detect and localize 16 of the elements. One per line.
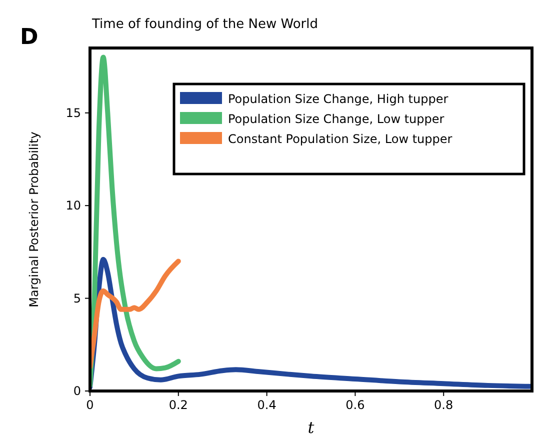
- x-tick-label: 0.4: [257, 398, 276, 412]
- chart-title: Time of founding of the New World: [91, 17, 318, 32]
- legend-label: Population Size Change, Low tupper: [228, 112, 444, 126]
- x-axis-title: t: [308, 418, 315, 437]
- legend-label: Constant Population Size, Low tupper: [228, 132, 452, 146]
- x-tick-label: 0: [86, 398, 94, 412]
- y-axis-title: Marginal Posterior Probability: [27, 132, 41, 308]
- legend-label: Population Size Change, High tupper: [228, 92, 448, 106]
- x-tick-label: 0.8: [434, 398, 454, 412]
- x-tick-label: 0.6: [346, 398, 365, 412]
- y-tick-label: 10: [66, 198, 81, 213]
- y-tick-label: 0: [73, 384, 81, 398]
- y-tick-label: 5: [73, 291, 81, 306]
- x-tick-label: 0.2: [168, 398, 188, 412]
- y-tick-label: 15: [66, 106, 81, 120]
- text: D: [20, 25, 38, 50]
